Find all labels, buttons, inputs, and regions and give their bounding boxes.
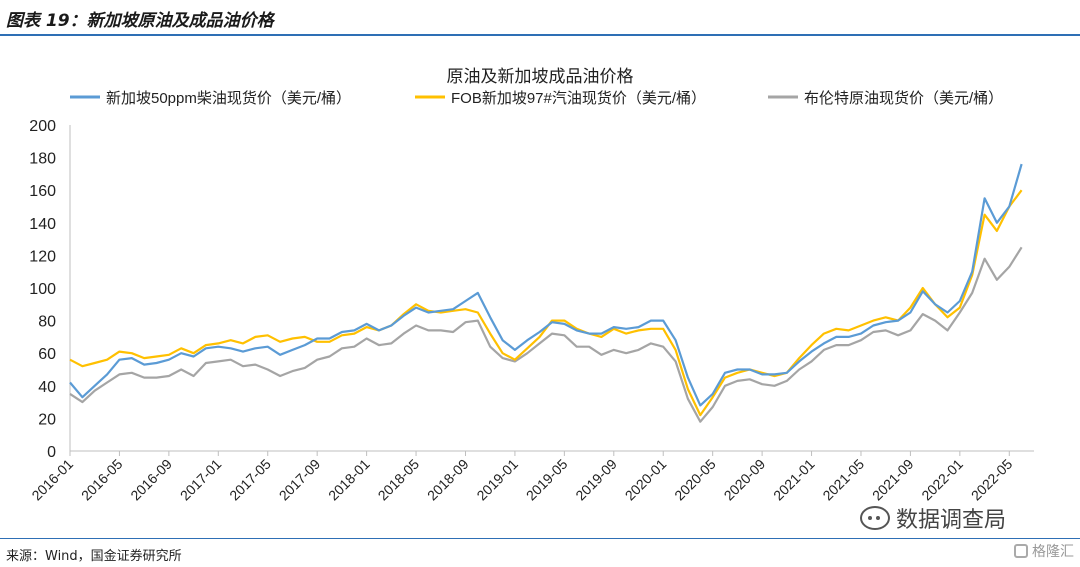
legend-label-diesel: 新加坡50ppm柴油现货价（美元/桶） bbox=[106, 90, 351, 107]
chart-title: 原油及新加坡成品油价格 bbox=[447, 67, 634, 87]
y-tick-label: 60 bbox=[38, 346, 56, 363]
x-tick-label: 2017-01 bbox=[177, 456, 225, 504]
publisher-logo-icon bbox=[1014, 544, 1028, 558]
y-tick-label: 120 bbox=[29, 248, 56, 265]
x-tick-label: 2020-05 bbox=[671, 456, 719, 504]
watermark-text: 数据调查局 bbox=[896, 508, 1007, 533]
y-tick-label: 140 bbox=[29, 216, 56, 233]
x-tick-label: 2022-05 bbox=[968, 456, 1016, 504]
watermark: 数据调查局 bbox=[860, 502, 1006, 534]
figure-header: 图表 19：新加坡原油及成品油价格 bbox=[0, 0, 1080, 36]
legend-label-gasoline: FOB新加坡97#汽油现货价（美元/桶） bbox=[451, 90, 706, 107]
y-tick-label: 0 bbox=[47, 444, 56, 461]
series-line-diesel bbox=[69, 163, 1023, 407]
x-tick-label: 2021-09 bbox=[869, 456, 917, 504]
figure-title: 图表 19：新加坡原油及成品油价格 bbox=[6, 11, 274, 31]
x-tick-label: 2016-09 bbox=[127, 456, 175, 504]
x-tick-label: 2021-01 bbox=[770, 456, 818, 504]
legend-label-brent: 布伦特原油现货价（美元/桶） bbox=[804, 90, 1003, 107]
y-tick-label: 160 bbox=[29, 183, 56, 200]
publisher-badge-text: 格隆汇 bbox=[1032, 544, 1074, 560]
y-axis: 0 20 40 60 80 100 120 140 160 180 200 bbox=[29, 118, 71, 461]
figure-footer: 来源：Wind，国金证券研究所 bbox=[0, 538, 1080, 567]
figure-source: 来源：Wind，国金证券研究所 bbox=[6, 549, 182, 564]
x-tick-label: 2017-09 bbox=[276, 456, 324, 504]
series-line-brent bbox=[69, 246, 1023, 423]
x-tick-label: 2019-05 bbox=[523, 456, 571, 504]
series-line-gasoline bbox=[69, 189, 1023, 417]
y-tick-label: 80 bbox=[38, 314, 56, 331]
chart-legend: 新加坡50ppm柴油现货价（美元/桶） FOB新加坡97#汽油现货价（美元/桶） 布… bbox=[70, 90, 1003, 107]
x-tick-label: 2018-05 bbox=[375, 456, 423, 504]
y-tick-label: 40 bbox=[38, 379, 56, 396]
x-axis: 2016-01 2016-05 2016-09 2017-01 2017-05 2017-… bbox=[28, 450, 1034, 504]
x-tick-label: 2020-01 bbox=[622, 456, 670, 504]
x-tick-label: 2019-09 bbox=[572, 456, 620, 504]
plot-area bbox=[69, 163, 1023, 423]
y-tick-label: 200 bbox=[29, 118, 56, 135]
x-tick-label: 2021-05 bbox=[819, 456, 867, 504]
wechat-icon bbox=[860, 506, 890, 530]
line-chart: 原油及新加坡成品油价格 新加坡50ppm柴油现货价（美元/桶） FOB新加坡97#… bbox=[28, 67, 1034, 504]
x-tick-label: 2016-05 bbox=[78, 456, 126, 504]
x-tick-label: 2017-05 bbox=[226, 456, 274, 504]
x-tick-label: 2019-01 bbox=[473, 456, 521, 504]
x-tick-label: 2020-09 bbox=[721, 456, 769, 504]
x-tick-label: 2022-01 bbox=[918, 456, 966, 504]
y-tick-label: 180 bbox=[29, 151, 56, 168]
y-tick-label: 100 bbox=[29, 281, 56, 298]
publisher-badge: 格隆汇 bbox=[1014, 541, 1074, 561]
x-tick-label: 2016-01 bbox=[28, 456, 76, 504]
y-tick-label: 20 bbox=[38, 411, 56, 428]
x-tick-label: 2018-09 bbox=[424, 456, 472, 504]
x-tick-label: 2018-01 bbox=[325, 456, 373, 504]
